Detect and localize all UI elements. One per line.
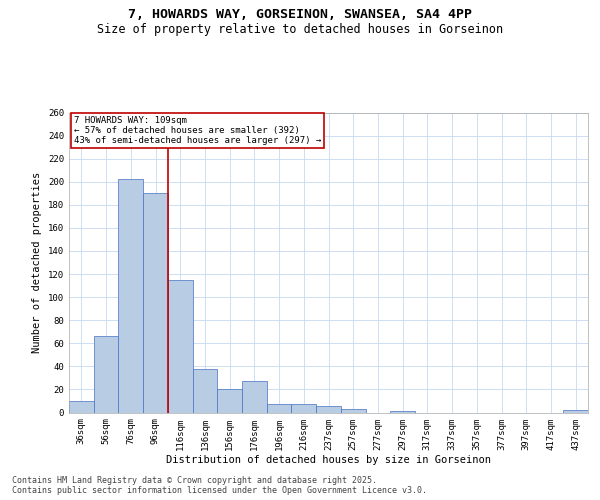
Text: Size of property relative to detached houses in Gorseinon: Size of property relative to detached ho… (97, 22, 503, 36)
Bar (242, 382, 267, 412)
Bar (193, 368, 217, 412)
Bar (563, 410, 588, 412)
Bar (341, 409, 365, 412)
Bar (316, 406, 341, 412)
Bar (267, 404, 292, 412)
Bar (94, 336, 118, 412)
Bar (143, 194, 168, 412)
Text: 7 HOWARDS WAY: 109sqm
← 57% of detached houses are smaller (392)
43% of semi-det: 7 HOWARDS WAY: 109sqm ← 57% of detached … (74, 116, 322, 146)
Y-axis label: Number of detached properties: Number of detached properties (32, 172, 43, 353)
Text: 7, HOWARDS WAY, GORSEINON, SWANSEA, SA4 4PP: 7, HOWARDS WAY, GORSEINON, SWANSEA, SA4 … (128, 8, 472, 20)
Bar (69, 401, 94, 412)
Bar (118, 180, 143, 412)
Bar (292, 404, 316, 412)
Bar (217, 390, 242, 412)
Text: Contains HM Land Registry data © Crown copyright and database right 2025.
Contai: Contains HM Land Registry data © Crown c… (12, 476, 427, 495)
X-axis label: Distribution of detached houses by size in Gorseinon: Distribution of detached houses by size … (166, 455, 491, 465)
Bar (168, 280, 193, 412)
